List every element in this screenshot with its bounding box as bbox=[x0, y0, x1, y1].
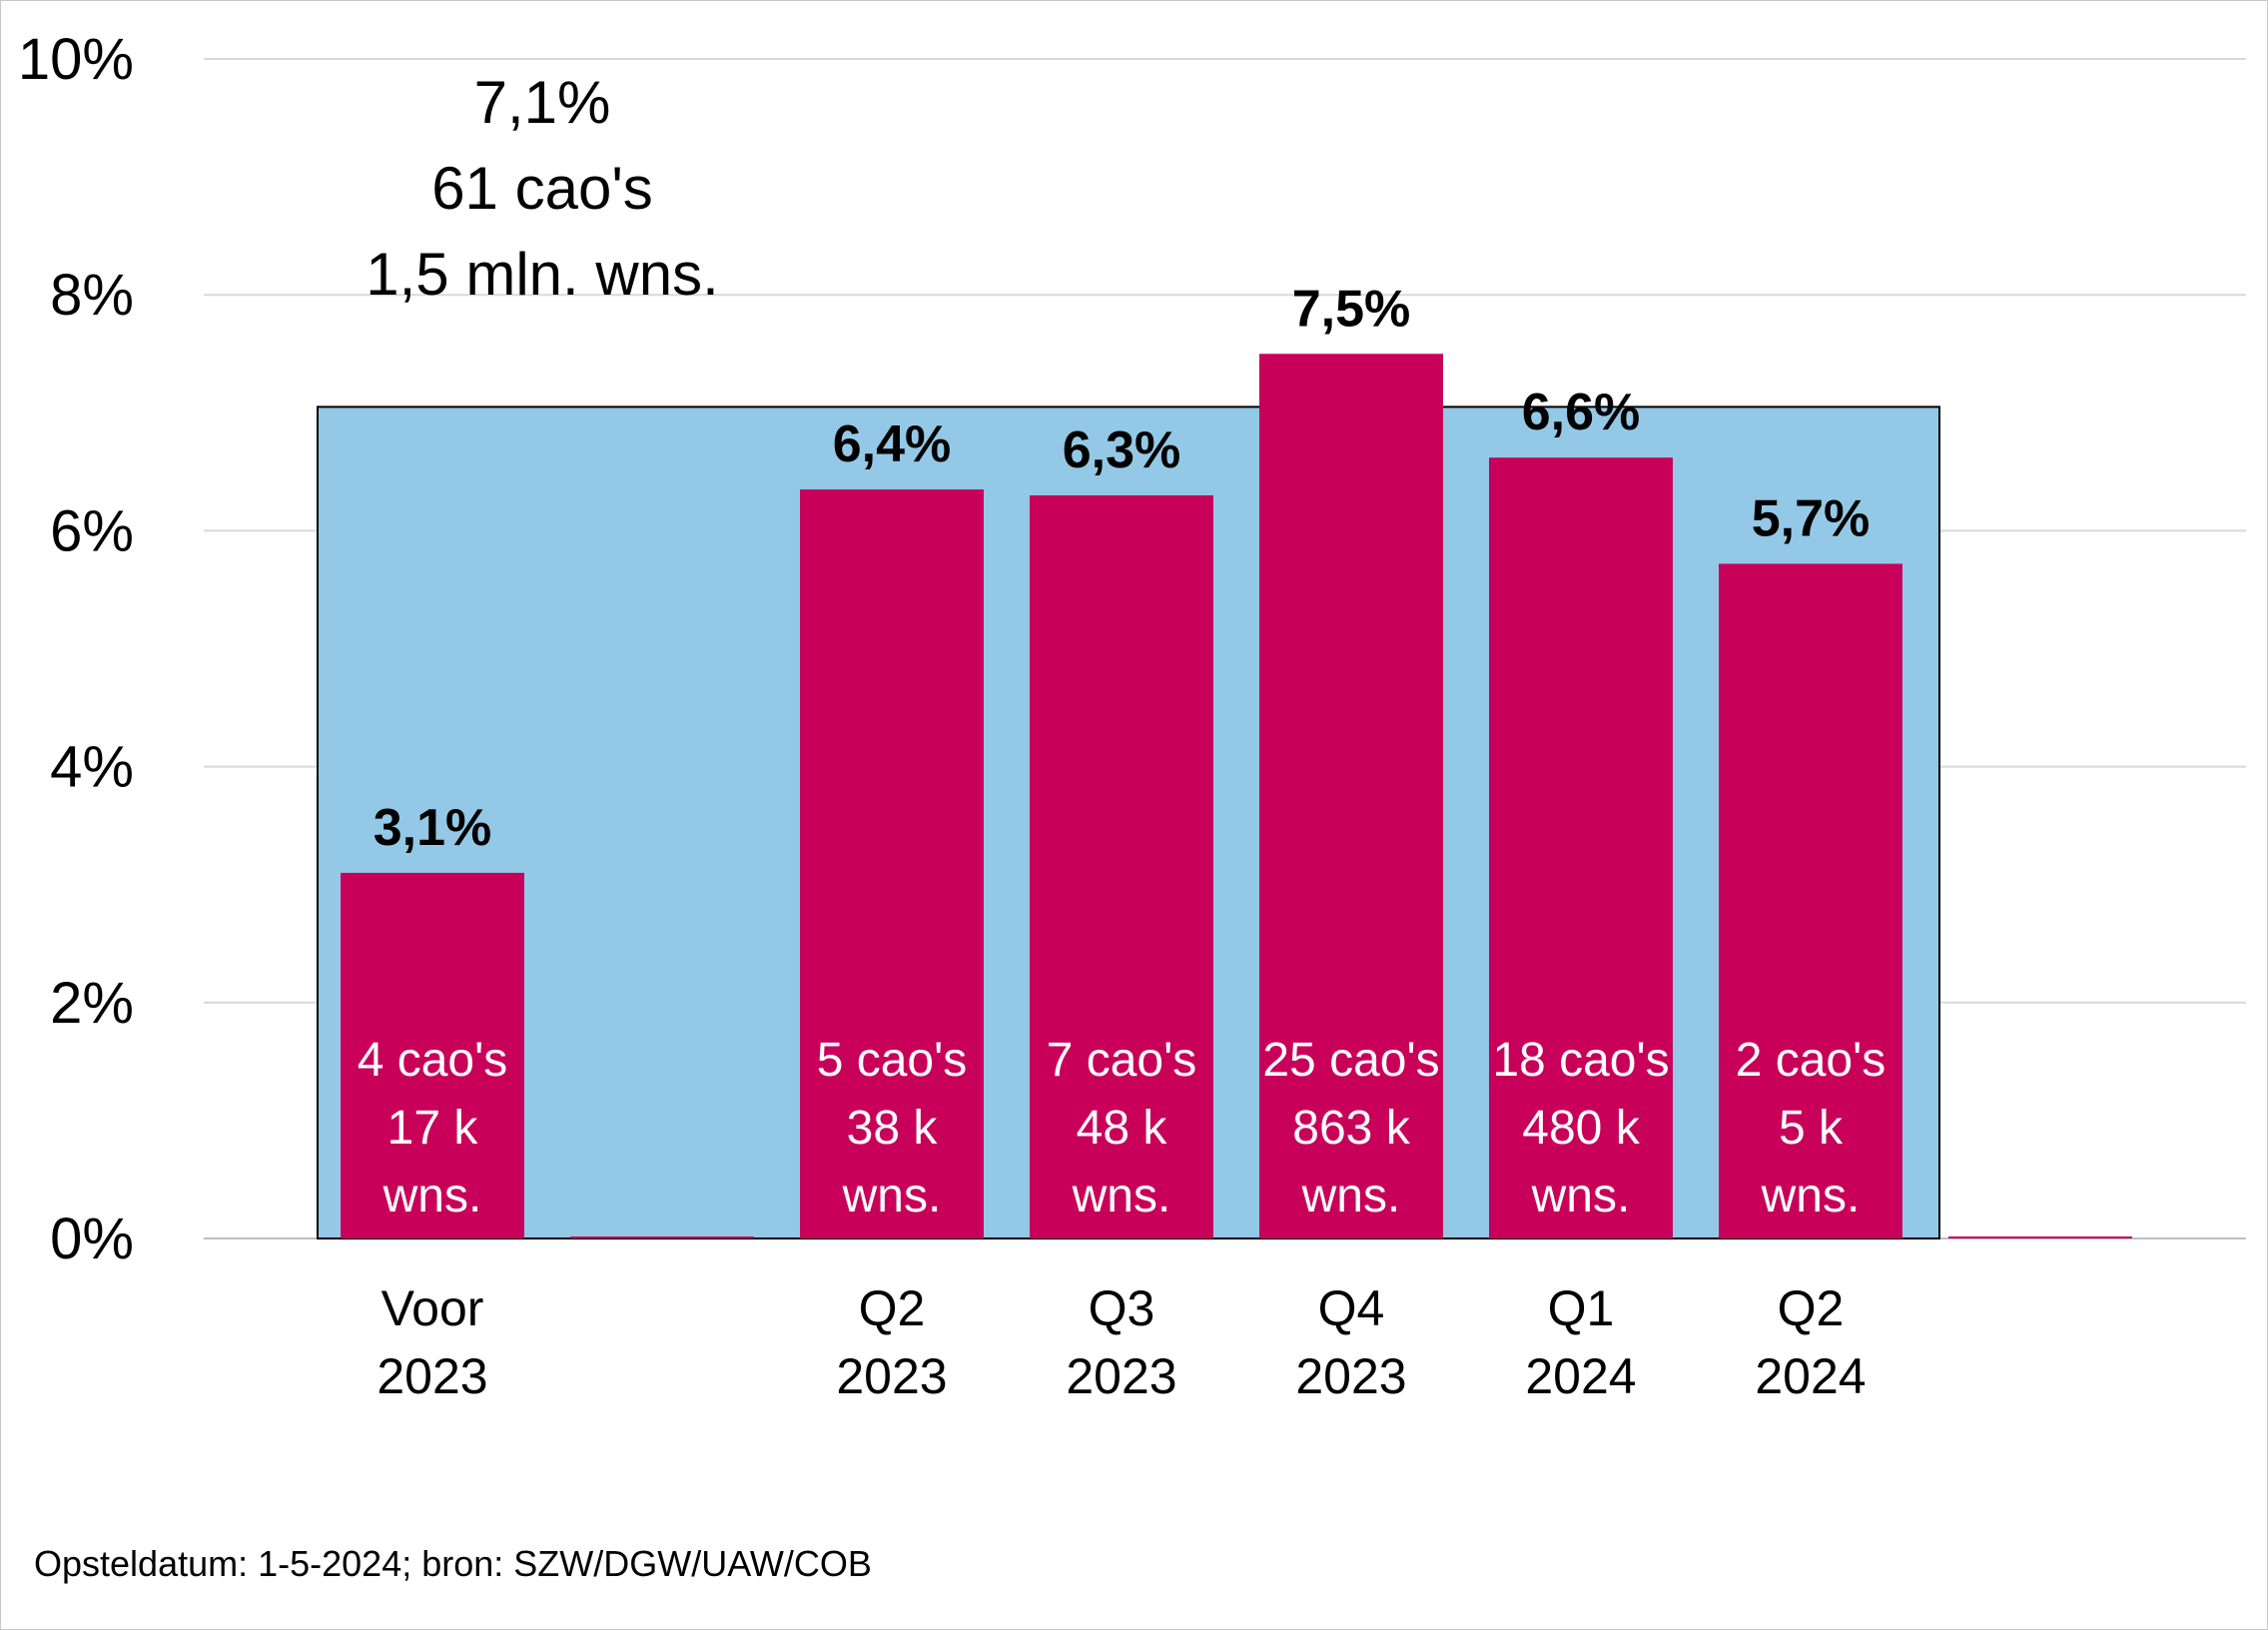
x-tick-label: 2024 bbox=[1755, 1348, 1866, 1404]
y-tick-label: 4% bbox=[50, 735, 134, 800]
bar-inner-label: 5 cao's bbox=[817, 1034, 968, 1087]
bar-value-label: 5,7% bbox=[1752, 489, 1871, 547]
bar bbox=[1489, 457, 1673, 1239]
bar bbox=[1030, 494, 1213, 1239]
x-tick-label: Q1 bbox=[1548, 1280, 1615, 1336]
footnote: Opsteldatum: 1-5-2024; bron: SZW/DGW/UAW… bbox=[34, 1543, 872, 1584]
bar-inner-label: wns. bbox=[1301, 1170, 1401, 1222]
bar-inner-label: wns. bbox=[1072, 1170, 1171, 1222]
bar-inner-label: 25 cao's bbox=[1262, 1034, 1439, 1087]
x-tick-label: 2023 bbox=[377, 1348, 487, 1404]
bar-inner-label: 863 k bbox=[1292, 1102, 1410, 1155]
y-tick-label: 6% bbox=[50, 498, 134, 563]
x-tick-label: Q2 bbox=[859, 1280, 926, 1336]
y-tick-label: 0% bbox=[50, 1207, 134, 1271]
bar-inner-label: 18 cao's bbox=[1492, 1034, 1669, 1087]
y-tick-label: 10% bbox=[18, 27, 134, 92]
bar-inner-label: 38 k bbox=[847, 1102, 939, 1155]
y-tick-label: 8% bbox=[50, 263, 134, 328]
bar-inner-label: wns. bbox=[1761, 1170, 1861, 1222]
bar-inner-label: 7 cao's bbox=[1047, 1034, 1197, 1087]
x-tick-label: Q2 bbox=[1778, 1280, 1845, 1336]
x-tick-label: 2023 bbox=[1066, 1348, 1176, 1404]
bar-inner-label: wns. bbox=[382, 1170, 482, 1222]
bar-value-label: 6,3% bbox=[1063, 421, 1181, 479]
bar-labels: 3,1% 4 cao's 17 k wns. 6,4% 5 cao's 38 k wns. 6,… bbox=[358, 280, 1887, 1222]
bar-inner-label: 48 k bbox=[1077, 1102, 1168, 1155]
bar bbox=[800, 489, 984, 1238]
bar-inner-label: 17 k bbox=[387, 1102, 479, 1155]
x-tick-label: Q3 bbox=[1089, 1280, 1155, 1336]
bar bbox=[1719, 563, 1902, 1238]
bar-inner-label: 5 k bbox=[1779, 1102, 1844, 1155]
bar-inner-label: wns. bbox=[1531, 1170, 1631, 1222]
bar-inner-label: 480 k bbox=[1522, 1102, 1640, 1155]
bar bbox=[1259, 354, 1443, 1238]
y-tick-label: 2% bbox=[50, 971, 134, 1036]
average-summary: 7,1% 61 cao's 1,5 mln. wns. bbox=[366, 69, 718, 308]
y-axis: 0% 2% 4% 6% 8% 10% bbox=[18, 27, 134, 1271]
bar-value-label: 7,5% bbox=[1292, 280, 1411, 338]
average-summary-line: 7,1% bbox=[474, 69, 611, 136]
x-tick-label: 2024 bbox=[1525, 1348, 1636, 1404]
x-tick-label: 2023 bbox=[1295, 1348, 1406, 1404]
x-tick-label: Q4 bbox=[1318, 1280, 1385, 1336]
average-summary-line: 61 cao's bbox=[431, 155, 653, 222]
bar bbox=[1948, 1236, 2132, 1238]
bar bbox=[341, 872, 524, 1238]
bar-value-label: 6,6% bbox=[1522, 384, 1641, 441]
x-tick-label: Voor bbox=[381, 1280, 484, 1336]
bar-value-label: 6,4% bbox=[833, 415, 952, 473]
bar-inner-label: 2 cao's bbox=[1736, 1034, 1887, 1087]
bar-inner-label: 4 cao's bbox=[358, 1034, 508, 1087]
bar bbox=[570, 1236, 754, 1238]
average-summary-line: 1,5 mln. wns. bbox=[366, 241, 718, 308]
x-tick-label: 2023 bbox=[836, 1348, 947, 1404]
bar-inner-label: wns. bbox=[842, 1170, 942, 1222]
x-axis: Voor 2023 Q2 2023 Q3 2023 Q4 2023 Q1 2024 Q2 2024 bbox=[377, 1280, 1866, 1404]
bars bbox=[341, 354, 2132, 1239]
bar-value-label: 3,1% bbox=[374, 799, 492, 857]
